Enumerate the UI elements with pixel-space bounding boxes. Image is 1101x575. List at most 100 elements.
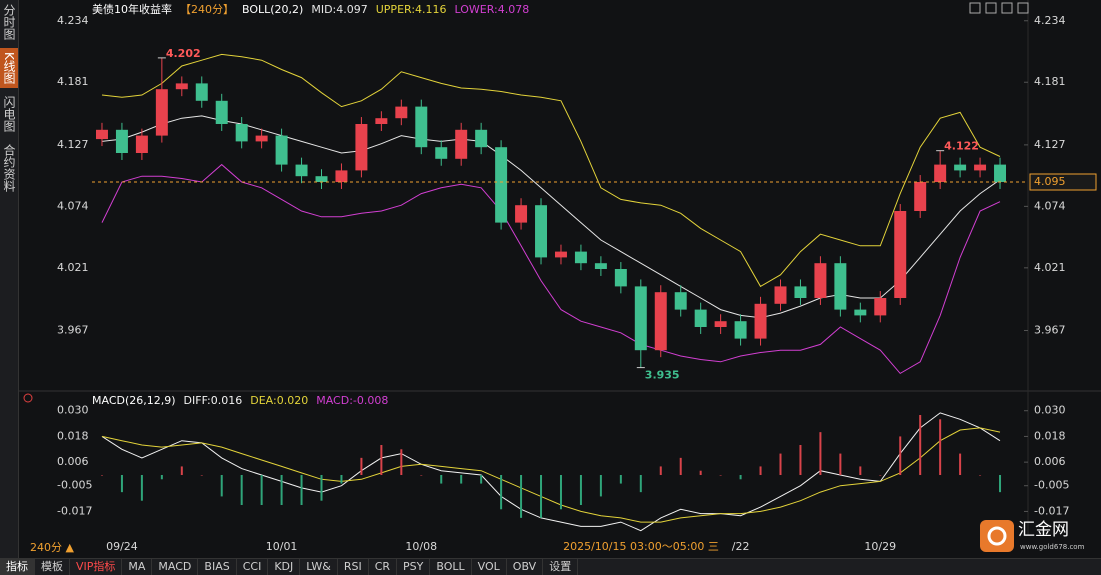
macd-bar [859, 466, 862, 475]
candle-body [315, 176, 328, 182]
candle-body [894, 211, 907, 298]
sidebar-tab[interactable]: 分时图 [2, 4, 16, 40]
x-tick-label: 10/01 [266, 540, 298, 553]
candle-body [255, 135, 268, 142]
candle-body [734, 321, 747, 339]
toolbar-tab[interactable]: LW& [300, 559, 338, 575]
macd-bar [200, 475, 203, 476]
y-tick-label: 3.967 [57, 323, 89, 336]
toolbar-tab[interactable]: 指标 [0, 559, 35, 575]
candle-body [155, 89, 168, 136]
macd-bar [500, 475, 503, 510]
macd-bar [899, 436, 902, 475]
candle-body [554, 251, 567, 258]
candle-body [175, 83, 188, 90]
last-price-box [1029, 173, 1097, 191]
settings-icon[interactable] [23, 393, 33, 403]
y-tick-label: 3.967 [1034, 323, 1066, 336]
y-tick-label: -0.017 [1034, 504, 1069, 517]
candle-body [714, 321, 727, 327]
toolbar-tab[interactable]: CR [369, 559, 398, 575]
y-tick-label: -0.005 [1034, 479, 1069, 492]
candle-body [535, 205, 548, 258]
y-tick-label: 0.006 [57, 455, 89, 468]
macd-line [101, 412, 1001, 532]
crosshair-label: 2025/10/15 03:00～05:00 三 [563, 540, 719, 553]
macd-bar [120, 475, 123, 493]
macd-bar [719, 475, 722, 476]
macd-bar [360, 457, 363, 475]
legend-label: UPPER:4.116 [376, 3, 447, 16]
macd-bar [180, 466, 183, 475]
candle-body [574, 251, 587, 264]
toolbar-tab[interactable]: MACD [152, 559, 199, 575]
candle-body [654, 292, 667, 351]
chart: 240分 ▲ 2025/10/15 03:00～05:00 三 汇金网 www.… [18, 0, 1101, 554]
toolbar-tab[interactable]: 设置 [543, 559, 579, 575]
macd-bar [400, 449, 403, 475]
toolbar-tab[interactable]: KDJ [268, 559, 301, 575]
macd-bar [420, 475, 423, 476]
candle-body [974, 164, 987, 171]
y-tick-label: 4.181 [57, 75, 89, 88]
candle-body [914, 182, 927, 211]
macd-bar [559, 475, 562, 510]
y-tick-label: -0.005 [57, 479, 92, 492]
candle-body [994, 164, 1007, 182]
macd-bar [659, 466, 662, 475]
macd-bar [619, 475, 622, 484]
candle-body [674, 292, 687, 310]
candle-body [235, 124, 248, 142]
toolbar-tab[interactable]: RSI [338, 559, 369, 575]
macd-bar [380, 445, 383, 475]
macd-bar [540, 475, 543, 518]
toolbar-tab[interactable]: 模板 [35, 559, 70, 575]
macd-bar [999, 475, 1002, 493]
candle-body [375, 118, 388, 124]
y-tick-label: 4.021 [1034, 261, 1066, 274]
candle-body [934, 164, 947, 182]
toolbar-tab[interactable]: VOL [472, 559, 507, 575]
toolbar-tab[interactable]: PSY [397, 559, 431, 575]
extreme-label: 4.202 [166, 47, 201, 60]
extreme-label: 4.122 [944, 140, 979, 153]
sidebar-tab[interactable]: 合约资料 [2, 143, 16, 192]
sidebar-tab[interactable]: K线图 [0, 48, 18, 88]
legend-label: MACD(26,12,9) [92, 394, 176, 407]
macd-bar [919, 415, 922, 475]
macd-bar [939, 419, 942, 475]
y-tick-label: 4.234 [57, 14, 89, 27]
macd-bar [320, 475, 323, 501]
extreme-label: 3.935 [645, 369, 680, 382]
candle-body [275, 135, 288, 165]
boll-line [101, 53, 1001, 288]
macd-bar [240, 475, 243, 505]
y-tick-label: 0.030 [57, 404, 89, 417]
period-selector[interactable]: 240分 ▲ [30, 541, 74, 554]
candle-body [475, 129, 488, 148]
candle-body [794, 286, 807, 298]
macd-bar [799, 445, 802, 475]
legend-label: LOWER:4.078 [455, 3, 530, 16]
candle-body [195, 83, 208, 101]
macd-bar [440, 475, 443, 484]
toolbar-tab[interactable]: BOLL [430, 559, 472, 575]
macd-bar [839, 453, 842, 475]
toolbar-tab[interactable]: VIP指标 [70, 559, 123, 575]
boll-line [101, 115, 1001, 319]
macd-bar [140, 475, 143, 501]
toolbar-tab[interactable]: CCI [237, 559, 269, 575]
toolbar-tab[interactable]: MA [122, 559, 153, 575]
y-tick-label: 4.127 [1034, 138, 1066, 151]
legend-label: BOLL(20,2) [242, 3, 303, 16]
macd-bar [599, 475, 602, 497]
candle-body [215, 100, 228, 124]
sidebar-tab[interactable]: 闪电图 [2, 95, 16, 132]
macd-bar [460, 475, 463, 484]
macd-bar [280, 475, 283, 505]
toolbar-tab[interactable]: OBV [507, 559, 544, 575]
legend-label: DEA:0.020 [250, 394, 308, 407]
toolbar-tab[interactable]: BIAS [198, 559, 237, 575]
y-tick-label: 4.074 [1034, 199, 1066, 212]
x-tick-label: 10/08 [405, 540, 437, 553]
